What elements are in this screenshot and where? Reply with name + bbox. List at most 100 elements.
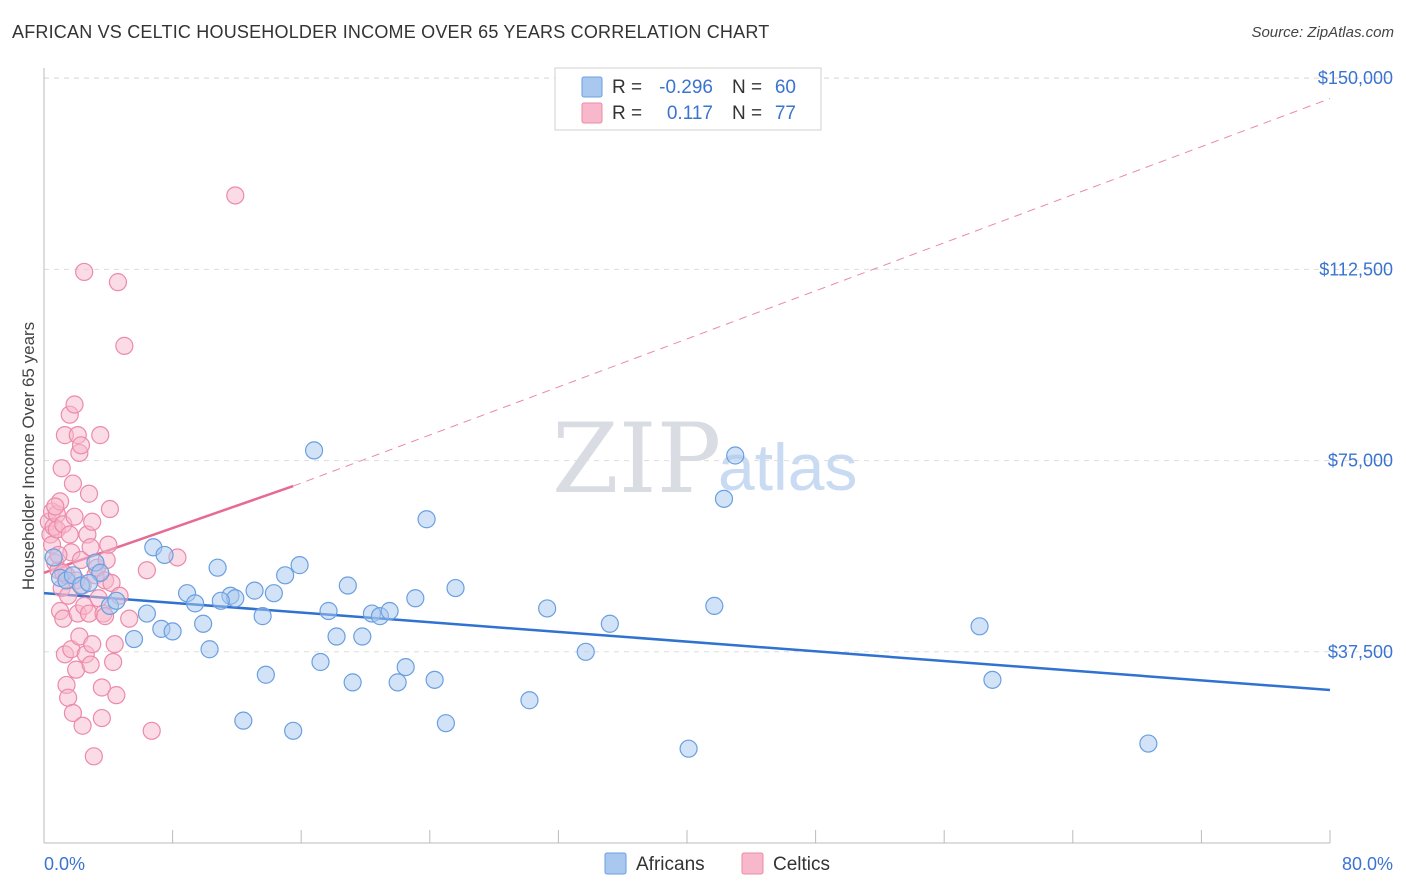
african-point	[256, 665, 275, 684]
celtic-point	[120, 609, 139, 628]
series-legend: Africans Celtics	[604, 852, 830, 875]
celtic-point	[100, 499, 120, 519]
y-axis-title: Householder Income Over 65 years	[19, 322, 38, 590]
celtic-point	[71, 436, 91, 455]
correlation-legend: R = -0.296 N = 60 R = 0.117 N = 77	[554, 67, 822, 131]
african-point	[186, 594, 205, 613]
african-point	[211, 591, 230, 610]
african-point	[726, 446, 745, 465]
watermark-atlas: atlas	[718, 430, 857, 504]
celtic-point	[75, 262, 94, 282]
legend-label-celtics: Celtics	[773, 854, 830, 875]
african-point	[304, 441, 324, 460]
legend-swatch-africans	[581, 76, 603, 98]
african-point	[436, 714, 455, 733]
african-point	[380, 601, 399, 621]
celtic-point	[91, 426, 110, 445]
legend-r-label-celtics: R =	[612, 103, 642, 124]
x-tick-label-min: 0.0%	[44, 854, 85, 874]
african-point	[79, 573, 99, 593]
african-point	[406, 589, 425, 608]
african-point	[234, 711, 253, 730]
celtic-point	[65, 507, 84, 526]
y-tick-label: $150,000	[1318, 68, 1393, 88]
african-point	[425, 670, 444, 689]
african-point	[163, 622, 182, 641]
celtic-point	[63, 474, 83, 493]
african-point	[600, 614, 619, 633]
celtic-point	[73, 716, 92, 735]
legend-r-value-celtics: 0.117	[667, 103, 713, 124]
gridlines	[44, 77, 1393, 653]
african-point	[396, 657, 415, 677]
african-point	[353, 627, 372, 646]
watermark-zip: ZIP	[552, 403, 721, 515]
legend-n-label-africans: N =	[732, 77, 762, 98]
celtic-point	[92, 678, 111, 697]
african-point	[311, 652, 330, 672]
african-point	[245, 581, 264, 600]
african-point	[338, 576, 357, 595]
african-point	[194, 614, 213, 633]
y-tick-label: $112,500	[1319, 259, 1393, 279]
legend-n-value-africans: 60	[775, 77, 796, 98]
legend-label-africans: Africans	[636, 854, 705, 875]
african-point	[91, 563, 110, 582]
african-point	[264, 584, 283, 603]
legend-swatch-celtics	[581, 102, 603, 124]
legend-swatch-africans-bottom	[604, 852, 627, 875]
african-point	[319, 601, 338, 621]
celtic-point	[79, 484, 99, 503]
legend-r-value-africans: -0.296	[659, 77, 713, 98]
source-label: Source: ZipAtlas.com	[1251, 24, 1394, 41]
african-point	[44, 548, 63, 567]
celtic-point	[83, 512, 102, 531]
trend-line-africans	[43, 591, 1331, 692]
african-point	[679, 739, 698, 758]
celtic-point	[63, 703, 83, 723]
celtic-point	[52, 459, 71, 478]
african-point	[983, 670, 1002, 689]
african-point	[343, 673, 362, 692]
celtic-point	[84, 747, 103, 766]
series-africans	[44, 441, 1158, 758]
celtic-point	[59, 688, 78, 707]
celtic-point	[92, 708, 111, 728]
celtic-point	[142, 721, 161, 740]
legend-r-label-africans: R =	[612, 77, 642, 98]
african-point	[576, 642, 595, 661]
celtic-point	[107, 686, 126, 705]
celtic-point	[226, 186, 245, 205]
african-point	[208, 558, 227, 577]
celtic-point	[60, 525, 79, 544]
african-point	[253, 607, 272, 626]
african-point	[107, 591, 126, 610]
trend-line-celtics-extension	[292, 98, 1331, 487]
african-point	[520, 691, 539, 710]
legend-swatch-celtics-bottom	[741, 852, 764, 875]
celtic-point	[46, 497, 65, 516]
y-tick-label: $37,500	[1328, 642, 1393, 662]
african-point	[284, 721, 303, 740]
celtic-point	[99, 535, 118, 554]
african-point	[327, 627, 346, 646]
african-point	[1139, 734, 1158, 753]
legend-n-value-celtics: 77	[775, 103, 796, 124]
african-point	[446, 578, 465, 598]
celtic-point	[81, 655, 100, 674]
african-point	[538, 599, 557, 618]
celtic-point	[108, 273, 128, 292]
african-point	[200, 640, 219, 659]
celtic-point	[83, 635, 102, 654]
x-tick-label-max: 80.0%	[1342, 854, 1393, 874]
african-point	[970, 617, 989, 636]
celtic-point	[137, 561, 156, 580]
watermark: ZIP atlas	[552, 403, 857, 515]
african-point	[124, 629, 144, 649]
y-axis-tick-labels: $37,500 $75,000 $112,500 $150,000	[1318, 68, 1393, 662]
african-point	[290, 556, 309, 575]
african-point	[155, 545, 174, 565]
african-point	[388, 673, 407, 692]
series-celtics	[39, 186, 245, 766]
